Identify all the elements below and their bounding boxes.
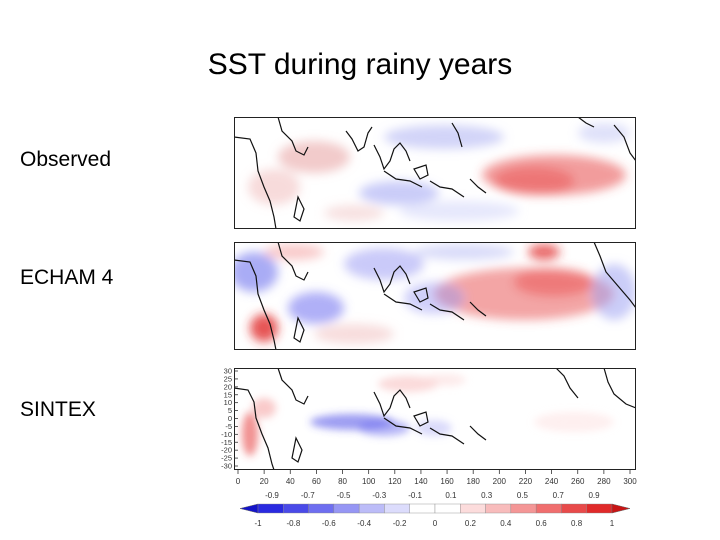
lat-tick-label: 5	[228, 406, 232, 415]
colorbar-upper-label: 0.1	[445, 491, 457, 500]
colorbar-min-arrow	[239, 503, 259, 514]
lat-tick-label: 10	[224, 398, 232, 407]
colorbar-swatch	[485, 503, 512, 514]
lat-tick-label: -25	[221, 454, 232, 463]
colorbar-swatch	[460, 503, 486, 514]
colorbar-lower-label: -0.6	[322, 519, 336, 528]
map-frame	[234, 117, 636, 229]
lat-tick-label: 20	[224, 382, 232, 391]
colorbar-lower-label: 0.4	[500, 519, 512, 528]
colorbar-upper-label: -0.9	[265, 491, 279, 500]
colorbar-swatch	[384, 503, 410, 514]
row-label-sintex: SINTEX	[20, 398, 96, 421]
coastlines	[234, 242, 636, 350]
colorbar-lower-label: -1	[254, 519, 262, 528]
lon-tick-label: 160	[440, 477, 454, 486]
lon-tick-label: 20	[260, 477, 269, 486]
colorbar	[239, 503, 631, 514]
lon-tick-label: 140	[414, 477, 428, 486]
colorbar-swatch	[283, 503, 309, 514]
echam4-sst-map	[234, 242, 636, 350]
colorbar-upper-label: -0.3	[372, 491, 386, 500]
row-label-echam4: ECHAM 4	[20, 266, 114, 289]
colorbar-upper-label: 0.5	[517, 491, 529, 500]
lat-tick-label: -20	[221, 446, 232, 455]
colorbar-swatch	[434, 503, 461, 514]
coastlines	[234, 368, 636, 470]
colorbar-swatch	[510, 503, 537, 514]
lat-tick-label: -15	[221, 438, 232, 447]
lon-tick-label: 300	[623, 477, 637, 486]
lon-tick-label: 280	[597, 477, 611, 486]
lon-tick-label: 240	[545, 477, 559, 486]
colorbar-swatch	[409, 503, 436, 514]
lat-tick-label: 25	[224, 374, 232, 383]
colorbar-lower-label: -0.8	[287, 519, 301, 528]
colorbar-lower-label: -0.4	[357, 519, 371, 528]
sintex-sst-map	[234, 368, 636, 470]
lon-tick-label: 120	[388, 477, 402, 486]
colorbar-max-arrow	[611, 503, 631, 514]
map-frame	[234, 368, 636, 470]
longitude-axis: 0 20 40 60 80 100 120 140 160 180 200 220 240 260 280 3…	[236, 470, 637, 486]
lon-tick-label: 260	[571, 477, 585, 486]
lat-tick-label: -30	[221, 462, 232, 471]
lon-tick-label: 220	[519, 477, 533, 486]
observed-sst-map	[234, 117, 636, 229]
colorbar-upper-labels: -0.9 -0.7 -0.5 -0.3 -0.1 0.1 0.3 0.5 0.7 0.9	[265, 491, 600, 500]
lat-tick-label: 30	[224, 367, 232, 376]
lon-tick-label: 0	[236, 477, 241, 486]
colorbar-lower-label: 1	[610, 519, 615, 528]
colorbar-lower-label: 0.8	[571, 519, 583, 528]
colorbar-lower-label: 0	[433, 519, 438, 528]
lat-tick-label: 0	[228, 414, 232, 423]
colorbar-swatch	[257, 503, 284, 514]
colorbar-lower-label: 0.2	[465, 519, 477, 528]
colorbar-swatch	[586, 503, 613, 514]
anomaly-field	[248, 123, 630, 221]
colorbar-upper-label: -0.1	[408, 491, 422, 500]
lat-tick-label: -5	[225, 422, 232, 431]
map-frame	[234, 242, 636, 350]
lon-tick-label: 80	[338, 477, 347, 486]
lon-tick-label: 60	[312, 477, 321, 486]
lon-tick-label: 180	[467, 477, 481, 486]
colorbar-upper-label: 0.9	[588, 491, 600, 500]
lat-tick-label: 15	[224, 390, 232, 399]
colorbar-swatch	[308, 503, 335, 514]
lon-tick-label: 100	[362, 477, 376, 486]
colorbar-swatch	[333, 503, 360, 514]
colorbar-upper-label: -0.7	[301, 491, 315, 500]
colorbar-lower-label: -0.2	[393, 519, 407, 528]
lon-tick-label: 40	[286, 477, 295, 486]
anomaly-field	[242, 374, 614, 456]
lat-tick-label: -10	[221, 430, 232, 439]
colorbar-swatch	[535, 503, 562, 514]
colorbar-upper-label: 0.7	[553, 491, 565, 500]
coastlines	[234, 117, 636, 229]
lon-tick-label: 200	[493, 477, 507, 486]
colorbar-swatch	[358, 503, 385, 514]
colorbar-upper-label: 0.3	[481, 491, 493, 500]
colorbar-lower-label: 0.6	[536, 519, 548, 528]
colorbar-lower-labels: -1 -0.8 -0.6 -0.4 -0.2 0 0.2 0.4 0.6 0.8 1	[254, 519, 614, 528]
slide-title: SST during rainy years	[207, 48, 513, 81]
colorbar-upper-label: -0.5	[337, 491, 351, 500]
anomaly-field	[234, 244, 636, 344]
colorbar-swatch	[561, 503, 587, 514]
row-label-observed: Observed	[20, 148, 112, 171]
